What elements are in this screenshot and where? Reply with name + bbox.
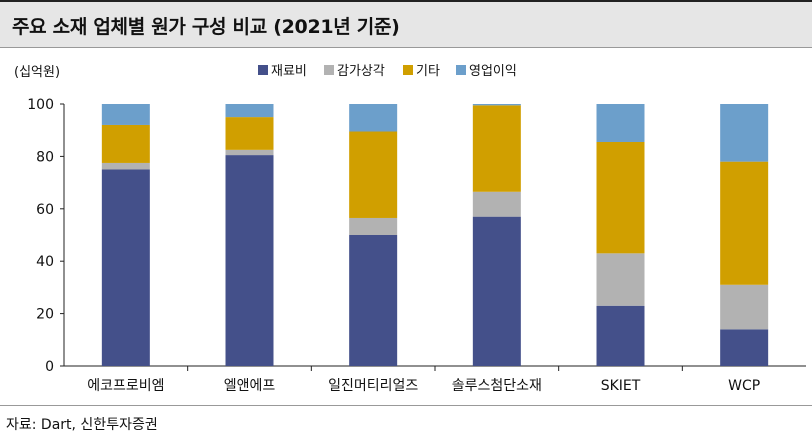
bar-0-3	[101, 104, 150, 125]
bar-2-1	[349, 217, 398, 235]
x-tick-label-4: SKIET	[601, 378, 641, 394]
bar-3-0	[472, 216, 521, 366]
y-unit-label: (십억원)	[14, 65, 60, 80]
bar-4-0	[596, 305, 645, 366]
bar-2-0	[349, 235, 398, 366]
y-tick-label-3: 60	[36, 202, 54, 218]
legend-swatch-0	[258, 65, 268, 75]
x-tick-label-3: 솔루스첨단소재	[452, 378, 542, 394]
y-tick-label-2: 40	[36, 254, 54, 270]
legend-swatch-1	[324, 65, 334, 75]
bar-5-3	[720, 104, 769, 162]
y-tick-label-0: 0	[45, 359, 54, 375]
legend-swatch-3	[456, 65, 466, 75]
bar-2-3	[349, 104, 398, 132]
legend-swatch-2	[403, 65, 413, 75]
bar-5-2	[720, 161, 769, 285]
legend-label-3: 영업이익	[469, 64, 517, 79]
legend-label-2: 기타	[416, 64, 440, 79]
legend-label-1: 감가상각	[337, 64, 385, 79]
bar-5-1	[720, 284, 769, 330]
bar-5-0	[720, 329, 769, 366]
page-title: 주요 소재 업체별 원가 구성 비교 (2021년 기준)	[12, 16, 400, 38]
legend-label-0: 재료비	[271, 64, 307, 79]
bar-0-1	[101, 162, 150, 170]
bar-1-2	[225, 117, 274, 150]
bar-4-1	[596, 253, 645, 306]
y-tick-label-1: 20	[36, 307, 54, 323]
x-tick-label-2: 일진머티리얼즈	[328, 378, 418, 394]
title-bar: 주요 소재 업체별 원가 구성 비교 (2021년 기준)	[0, 0, 812, 48]
bar-1-1	[225, 149, 274, 156]
bar-3-1	[472, 191, 521, 217]
stacked-bar-chart: (십억원) 재료비 감가상각 기타 영업이익 0 20 40 60 80 100 에코프로비엠 엘앤에프…	[14, 64, 806, 394]
bar-1-3	[225, 104, 274, 118]
bar-2-2	[349, 131, 398, 218]
bar-1-0	[225, 155, 274, 366]
bar-4-3	[596, 104, 645, 142]
y-tick-label-5: 100	[27, 97, 54, 113]
source-note: 자료: Dart, 신한투자증권	[6, 417, 158, 433]
bar-0-0	[101, 169, 150, 366]
x-tick-label-5: WCP	[728, 378, 760, 394]
divider	[0, 405, 812, 406]
bar-3-2	[472, 105, 521, 192]
bar-0-2	[101, 124, 150, 163]
x-tick-label-0: 에코프로비엠	[87, 378, 164, 394]
bar-3-3	[472, 104, 521, 106]
bar-4-2	[596, 141, 645, 254]
x-tick-label-1: 엘앤에프	[224, 378, 276, 394]
y-tick-label-4: 80	[36, 149, 54, 165]
